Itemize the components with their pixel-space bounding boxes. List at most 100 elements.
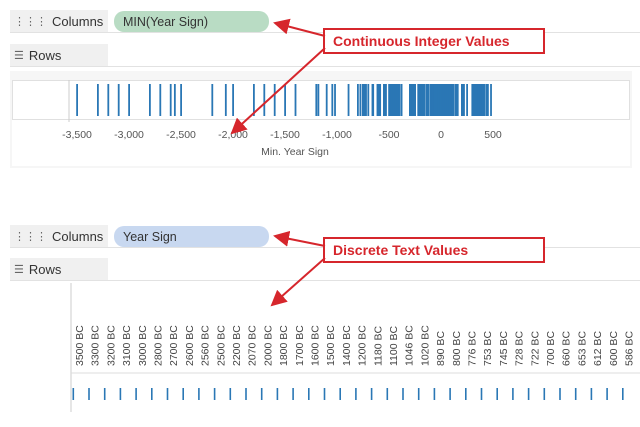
category-label: 800 BC [451, 331, 463, 366]
data-bar [376, 84, 379, 116]
data-bar [452, 84, 455, 116]
data-bar [432, 84, 435, 116]
tick-label: -500 [378, 129, 399, 141]
data-bar [430, 84, 433, 116]
columns-label: Columns [52, 13, 104, 29]
rows-icon: ☰ [14, 49, 24, 62]
data-bar [88, 388, 90, 400]
data-bar [482, 84, 485, 116]
data-bar [431, 84, 434, 116]
data-bar [395, 84, 398, 116]
data-bar [390, 84, 393, 116]
category-label: 3100 BC [121, 325, 133, 366]
data-bar [339, 388, 341, 400]
data-bar [480, 84, 483, 116]
data-bar [435, 84, 437, 116]
category-label: 722 BC [529, 331, 541, 366]
data-bar [182, 388, 184, 400]
data-bar [485, 84, 488, 116]
category-label: 600 BC [608, 331, 620, 366]
data-bar [442, 84, 445, 116]
data-bar [173, 84, 176, 116]
year-sign-pill[interactable]: Year Sign [114, 226, 269, 247]
data-bar [308, 388, 310, 400]
data-bar [455, 84, 458, 116]
data-bar [471, 84, 474, 116]
category-label: 1200 BC [357, 325, 369, 366]
data-bar [388, 84, 390, 116]
data-bar [496, 388, 498, 400]
data-bar [393, 84, 396, 116]
data-bar [474, 84, 477, 116]
data-bar [370, 388, 373, 400]
data-bar [465, 388, 467, 400]
data-bar [483, 84, 486, 116]
category-label: 3300 BC [90, 325, 102, 366]
data-bar [590, 388, 593, 400]
data-bar [169, 84, 172, 116]
data-bar [477, 84, 480, 116]
rows-label: Rows [28, 261, 62, 277]
data-bar [166, 388, 169, 400]
data-bar [456, 84, 459, 116]
data-bar [472, 84, 475, 116]
data-bar [398, 84, 401, 116]
data-bar [512, 388, 514, 400]
data-bar [421, 84, 424, 116]
data-bar [107, 84, 110, 116]
tick-label: 0 [438, 129, 444, 141]
data-bar [383, 84, 385, 116]
data-bar [574, 388, 577, 400]
category-label: 1700 BC [294, 325, 306, 366]
data-bar [159, 84, 162, 116]
data-bar [450, 84, 453, 116]
data-bar [402, 388, 404, 400]
min-year-sign-pill[interactable]: MIN(Year Sign) [114, 11, 269, 32]
tick-label: -3,500 [62, 129, 92, 141]
data-bar [426, 84, 429, 116]
data-bar [367, 84, 370, 116]
data-bar [419, 84, 422, 116]
data-bar [128, 84, 130, 116]
data-bar [411, 84, 413, 116]
data-bar [362, 84, 365, 116]
data-bar [379, 84, 382, 116]
category-label: 728 BC [514, 331, 526, 366]
tick-label: 500 [484, 129, 502, 141]
data-bar [396, 84, 399, 116]
data-bar [213, 388, 216, 400]
data-bar [417, 388, 420, 400]
category-label: 2560 BC [200, 325, 212, 366]
data-bar [410, 84, 412, 116]
data-bar [394, 84, 397, 116]
data-bar [433, 388, 436, 400]
rows-shelf-bottom[interactable]: ☰ Rows [10, 258, 640, 281]
data-bar [323, 388, 326, 400]
data-bar [372, 84, 375, 116]
tick-label: -2,500 [166, 129, 196, 141]
columns-icon: ⋮⋮⋮ [14, 230, 47, 243]
category-label: 2000 BC [262, 325, 274, 366]
category-label: 586 BC [624, 331, 636, 366]
data-bar [72, 388, 75, 400]
data-bar [400, 84, 403, 116]
data-bar [180, 84, 182, 116]
rows-icon: ☰ [14, 263, 24, 276]
data-bar [224, 84, 227, 116]
data-bar [476, 84, 479, 116]
category-label: 2800 BC [153, 325, 165, 366]
data-bar [365, 84, 367, 116]
x-axis-label: Min. Year Sign [261, 146, 329, 158]
data-bar [437, 84, 439, 116]
data-bar [385, 84, 387, 116]
data-bar [433, 84, 436, 116]
data-bar [412, 84, 414, 116]
data-bar [527, 388, 530, 400]
category-label: 2070 BC [247, 325, 259, 366]
category-label: 1500 BC [325, 325, 337, 366]
data-bar [413, 84, 415, 116]
category-label: 1180 BC [372, 326, 384, 366]
data-bar [229, 388, 232, 400]
data-bar [447, 84, 450, 116]
